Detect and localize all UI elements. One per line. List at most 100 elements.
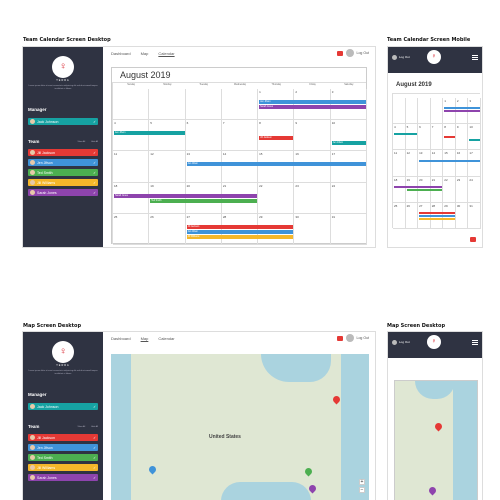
team-member-item[interactable]: Ted Smith ✓ xyxy=(28,169,98,176)
nav-map[interactable]: Map xyxy=(140,336,149,341)
calendar-event[interactable]: Jill Jackson xyxy=(259,136,294,141)
calendar-event[interactable] xyxy=(444,110,480,113)
calendar-event[interactable]: Jill Williams xyxy=(186,234,294,239)
calendar-day-cell[interactable] xyxy=(430,98,444,125)
calendar-day-cell[interactable]: 19 xyxy=(149,182,186,214)
map-pin-icon[interactable] xyxy=(331,394,342,405)
calendar-day-cell[interactable]: 13 xyxy=(418,150,431,177)
calendar-day-cell[interactable]: 14 xyxy=(430,150,444,177)
calendar-day-cell[interactable]: 5 xyxy=(405,124,419,151)
avatar[interactable] xyxy=(345,334,354,342)
zoom-in-button[interactable]: + xyxy=(359,479,365,485)
avatar[interactable] xyxy=(392,340,397,345)
calendar-day-cell[interactable]: 15 xyxy=(258,151,295,183)
calendar-event[interactable] xyxy=(394,185,443,188)
calendar-event[interactable] xyxy=(419,214,455,217)
menu-icon[interactable] xyxy=(472,340,478,345)
calendar-day-cell[interactable] xyxy=(221,89,259,121)
logout-link[interactable]: Log Out xyxy=(399,340,410,344)
logout-link[interactable]: Log Out xyxy=(399,55,410,59)
map-view[interactable]: United States + − xyxy=(111,354,369,500)
avatar[interactable] xyxy=(345,49,354,57)
calendar-day-cell[interactable]: 15 xyxy=(443,150,456,177)
calendar-day-cell[interactable]: 12 xyxy=(405,150,419,177)
calendar-day-cell[interactable]: 12 xyxy=(149,151,186,183)
calendar-day-cell[interactable]: 23 xyxy=(455,176,469,203)
avatar[interactable] xyxy=(392,55,397,60)
calendar-event[interactable] xyxy=(406,188,443,191)
calendar-event[interactable]: Ted Smith xyxy=(150,198,258,203)
calendar-day-cell[interactable]: 3 xyxy=(330,89,367,121)
calendar-event[interactable]: Sarah Jones xyxy=(114,193,258,198)
team-member-item[interactable]: Jen Jifson ✓ xyxy=(28,159,98,166)
calendar-day-cell[interactable]: 21 xyxy=(430,176,444,203)
nav-dashboard[interactable]: Dashboard xyxy=(111,336,131,341)
calendar-day-cell[interactable]: 25 xyxy=(393,202,406,229)
calendar-event[interactable]: Jen Jifson xyxy=(186,162,366,167)
calendar-day-cell[interactable]: 11 xyxy=(393,150,406,177)
chat-icon[interactable] xyxy=(336,50,343,56)
map-pin-icon[interactable] xyxy=(433,421,444,432)
calendar-event[interactable]: Jen Jifson xyxy=(186,229,294,234)
calendar-day-cell[interactable]: 29 xyxy=(258,213,295,245)
manager-item[interactable]: Jack Johnson ✓ xyxy=(28,403,98,410)
calendar-day-cell[interactable]: 13 xyxy=(185,151,222,183)
zoom-out-button[interactable]: − xyxy=(359,487,365,493)
calendar-day-cell[interactable]: 7 xyxy=(430,124,444,151)
calendar-day-cell[interactable] xyxy=(185,89,222,121)
calendar-day-cell[interactable]: 22 xyxy=(258,182,295,214)
team-member-item[interactable]: Sarah Jones ✓ xyxy=(28,189,98,196)
calendar-event[interactable]: Sarah Jones xyxy=(259,104,366,109)
team-member-item[interactable]: Jen Jifson ✓ xyxy=(28,444,98,451)
calendar-day-cell[interactable]: 4 xyxy=(393,124,406,151)
calendar-day-cell[interactable]: 17 xyxy=(330,151,367,183)
chat-icon[interactable] xyxy=(470,237,476,242)
logout-link[interactable]: Log Out xyxy=(356,336,369,340)
nav-dashboard[interactable]: Dashboard xyxy=(111,51,131,56)
calendar-day-cell[interactable]: 24 xyxy=(468,176,481,203)
map-view[interactable] xyxy=(394,380,478,500)
calendar-day-cell[interactable]: 6 xyxy=(185,120,222,152)
calendar-day-cell[interactable] xyxy=(393,98,406,125)
manager-item[interactable]: Jack Johnson ✓ xyxy=(28,118,98,125)
calendar-day-cell[interactable]: 18 xyxy=(113,182,150,214)
calendar-event[interactable] xyxy=(394,133,418,136)
calendar-day-cell[interactable]: 1 xyxy=(258,89,295,121)
calendar-day-cell[interactable]: 17 xyxy=(468,150,481,177)
calendar-day-cell[interactable]: 8 xyxy=(258,120,295,152)
calendar-day-cell[interactable]: 7 xyxy=(221,120,259,152)
calendar-day-cell[interactable]: 26 xyxy=(149,213,186,245)
calendar-day-cell[interactable]: 23 xyxy=(294,182,331,214)
calendar-event[interactable]: Jen Jifson xyxy=(114,131,185,136)
calendar-day-cell[interactable]: 26 xyxy=(405,202,419,229)
map-pin-icon[interactable] xyxy=(147,464,158,475)
calendar-day-cell[interactable]: 16 xyxy=(455,150,469,177)
calendar-day-cell[interactable]: 16 xyxy=(294,151,331,183)
calendar-day-cell[interactable]: 6 xyxy=(418,124,431,151)
show-all-link[interactable]: Show All xyxy=(77,426,86,428)
calendar-event[interactable] xyxy=(419,217,455,220)
calendar-day-cell[interactable] xyxy=(113,89,150,121)
calendar-event[interactable]: Jen Jifson xyxy=(259,99,366,104)
team-member-item[interactable]: Ted Smith ✓ xyxy=(28,454,98,461)
calendar-day-cell[interactable]: 30 xyxy=(455,202,469,229)
calendar-day-cell[interactable] xyxy=(149,89,186,121)
calendar-day-cell[interactable]: 20 xyxy=(185,182,222,214)
hide-all-link[interactable]: Hide All xyxy=(91,141,98,143)
map-pin-icon[interactable] xyxy=(303,466,314,477)
nav-calendar[interactable]: Calendar xyxy=(158,51,175,56)
calendar-day-cell[interactable]: 4 xyxy=(113,120,150,152)
calendar-day-cell[interactable]: 22 xyxy=(443,176,456,203)
calendar-day-cell[interactable]: 10 xyxy=(468,124,481,151)
team-member-item[interactable]: Jill Jackson ✓ xyxy=(28,149,98,156)
team-member-item[interactable]: Jill Jackson ✓ xyxy=(28,434,98,441)
calendar-day-cell[interactable]: 2 xyxy=(294,89,331,121)
calendar-day-cell[interactable]: 21 xyxy=(221,182,259,214)
calendar-day-cell[interactable]: 8 xyxy=(443,124,456,151)
calendar-day-cell[interactable]: 31 xyxy=(468,202,481,229)
calendar-event[interactable] xyxy=(444,136,455,139)
calendar-day-cell[interactable]: 28 xyxy=(221,213,259,245)
calendar-event[interactable]: Jen Jifson xyxy=(331,141,366,146)
nav-calendar[interactable]: Calendar xyxy=(158,336,175,341)
calendar-day-cell[interactable] xyxy=(405,98,419,125)
